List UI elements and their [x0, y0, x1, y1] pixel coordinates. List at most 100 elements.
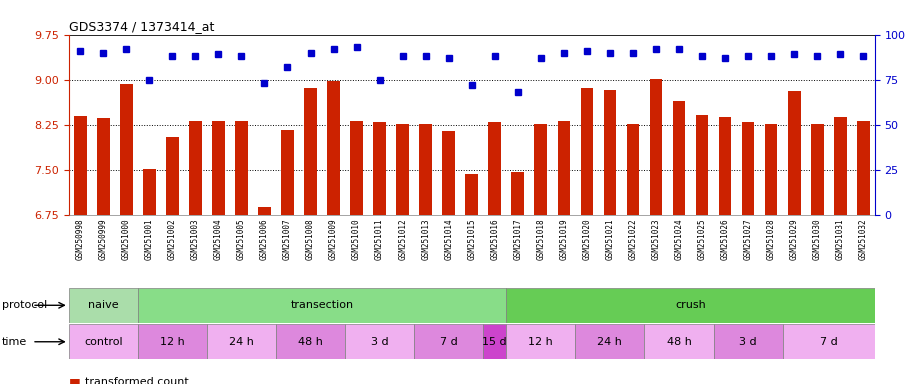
Text: GSM251014: GSM251014	[444, 218, 453, 260]
Bar	[397, 124, 409, 215]
Text: transection: transection	[290, 300, 354, 310]
Bar	[189, 121, 202, 215]
Text: GSM251020: GSM251020	[583, 218, 592, 260]
Text: GSM251004: GSM251004	[214, 218, 223, 260]
Bar	[276, 324, 345, 359]
Bar	[672, 101, 685, 215]
Text: GSM251032: GSM251032	[859, 218, 867, 260]
Bar	[788, 91, 801, 215]
Bar	[575, 324, 645, 359]
Text: GSM251012: GSM251012	[398, 218, 407, 260]
Bar	[69, 288, 137, 323]
Text: 12 h: 12 h	[529, 337, 553, 347]
Text: 48 h: 48 h	[298, 337, 323, 347]
Text: naive: naive	[88, 300, 118, 310]
Bar	[442, 131, 455, 215]
Text: GDS3374 / 1373414_at: GDS3374 / 1373414_at	[69, 20, 214, 33]
Text: GSM251009: GSM251009	[329, 218, 338, 260]
Text: GSM251021: GSM251021	[605, 218, 615, 260]
Text: GSM250998: GSM250998	[76, 218, 84, 260]
Text: GSM251025: GSM251025	[698, 218, 706, 260]
Text: GSM251010: GSM251010	[352, 218, 361, 260]
Bar	[488, 122, 501, 215]
Text: time: time	[2, 337, 27, 347]
Bar	[719, 117, 731, 215]
Text: crush: crush	[675, 300, 706, 310]
Text: protocol: protocol	[2, 300, 47, 310]
Bar	[645, 324, 714, 359]
Bar	[558, 121, 570, 215]
Bar	[465, 174, 478, 215]
Text: 48 h: 48 h	[667, 337, 692, 347]
Text: GSM251030: GSM251030	[812, 218, 822, 260]
Text: GSM251000: GSM251000	[122, 218, 131, 260]
Text: 3 d: 3 d	[739, 337, 757, 347]
Text: 12 h: 12 h	[160, 337, 185, 347]
Text: GSM251015: GSM251015	[467, 218, 476, 260]
Bar	[581, 88, 594, 215]
Bar	[765, 124, 778, 215]
Text: control: control	[84, 337, 123, 347]
Text: GSM251005: GSM251005	[237, 218, 245, 260]
Bar	[327, 81, 340, 215]
Bar	[627, 124, 639, 215]
Bar	[74, 116, 86, 215]
Text: ■: ■	[69, 376, 81, 384]
Bar	[166, 137, 179, 215]
Text: GSM251019: GSM251019	[560, 218, 568, 260]
Bar	[507, 288, 875, 323]
Bar	[420, 124, 432, 215]
Bar	[97, 118, 110, 215]
Bar	[235, 121, 247, 215]
Text: GSM251013: GSM251013	[421, 218, 431, 260]
Bar	[137, 324, 207, 359]
Bar	[649, 79, 662, 215]
Text: 24 h: 24 h	[229, 337, 254, 347]
Text: GSM251016: GSM251016	[490, 218, 499, 260]
Bar	[414, 324, 484, 359]
Bar	[207, 324, 276, 359]
Bar	[742, 122, 755, 215]
Bar	[143, 169, 156, 215]
Bar	[281, 130, 294, 215]
Bar	[374, 122, 386, 215]
Text: 24 h: 24 h	[597, 337, 622, 347]
Text: GSM251029: GSM251029	[790, 218, 799, 260]
Text: GSM251003: GSM251003	[191, 218, 200, 260]
Text: GSM251008: GSM251008	[306, 218, 315, 260]
Text: GSM251002: GSM251002	[168, 218, 177, 260]
Bar	[345, 324, 414, 359]
Bar	[484, 324, 507, 359]
Text: 3 d: 3 d	[371, 337, 388, 347]
Text: GSM251006: GSM251006	[260, 218, 269, 260]
Bar	[811, 124, 823, 215]
Text: GSM251017: GSM251017	[513, 218, 522, 260]
Text: GSM251007: GSM251007	[283, 218, 292, 260]
Text: GSM251023: GSM251023	[651, 218, 660, 260]
Bar	[857, 121, 869, 215]
Text: GSM251001: GSM251001	[145, 218, 154, 260]
Bar	[535, 124, 547, 215]
Bar	[604, 90, 616, 215]
Text: 7 d: 7 d	[820, 337, 837, 347]
Text: GSM251031: GSM251031	[835, 218, 845, 260]
Bar	[714, 324, 782, 359]
Bar	[258, 207, 271, 215]
Bar	[213, 121, 224, 215]
Text: GSM251024: GSM251024	[674, 218, 683, 260]
Bar	[304, 88, 317, 215]
Text: 7 d: 7 d	[440, 337, 458, 347]
Text: GSM251022: GSM251022	[628, 218, 638, 260]
Text: GSM250999: GSM250999	[99, 218, 108, 260]
Bar	[350, 121, 363, 215]
Text: GSM251027: GSM251027	[744, 218, 753, 260]
Bar	[834, 117, 846, 215]
Text: GSM251028: GSM251028	[767, 218, 776, 260]
Bar	[137, 288, 507, 323]
Bar	[782, 324, 875, 359]
Bar	[120, 84, 133, 215]
Bar	[511, 172, 524, 215]
Text: GSM251011: GSM251011	[376, 218, 384, 260]
Bar	[69, 324, 137, 359]
Text: GSM251026: GSM251026	[721, 218, 729, 260]
